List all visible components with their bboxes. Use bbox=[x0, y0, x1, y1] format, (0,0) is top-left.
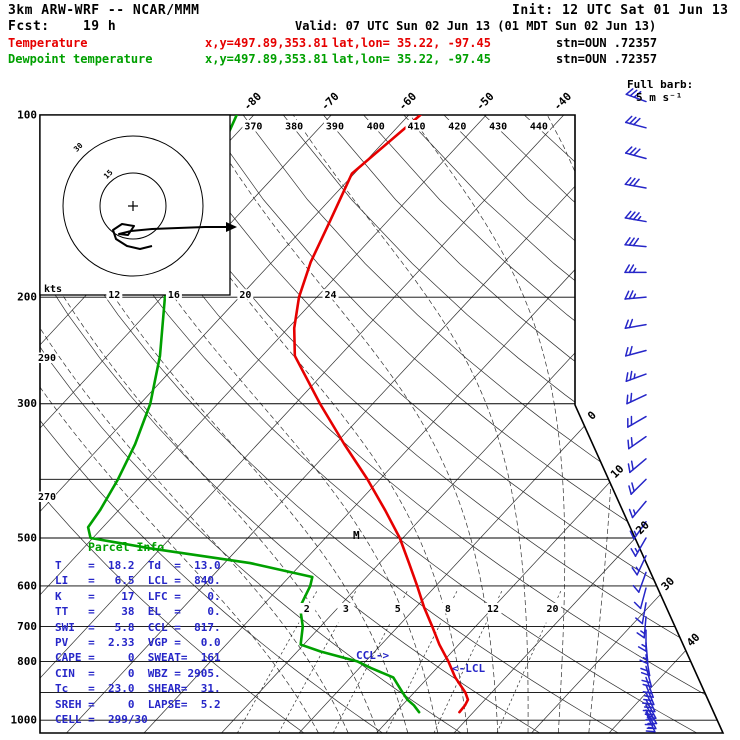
temperature-xy: x,y=497.89,353.81 bbox=[205, 36, 328, 50]
temperature-stn: stn=OUN .72357 bbox=[556, 36, 658, 50]
mixing-ratio-lines bbox=[237, 590, 562, 733]
parcel-info-title: Parcel Info bbox=[88, 540, 165, 554]
dewpoint-curve bbox=[86, 115, 421, 714]
dry-adiabat-label: 410 bbox=[408, 122, 426, 133]
dry-adiabat-label: 380 bbox=[285, 122, 303, 133]
isotherm-label-top: -40 bbox=[551, 90, 574, 113]
dry-adiabat-label: 420 bbox=[448, 122, 466, 133]
parcel-info-line: CIN = 0 WBZ = 2905. bbox=[55, 666, 221, 680]
hodograph-trace bbox=[112, 223, 227, 250]
isotherm-label-edge: 40 bbox=[684, 631, 703, 650]
mixing-ratio-label: 20 bbox=[546, 604, 558, 615]
m-annotation: M bbox=[353, 529, 360, 542]
pressure-label: 500 bbox=[17, 532, 37, 545]
parcel-info-line: Tc = 23.0 SHEAR= 31. bbox=[55, 682, 221, 696]
dewpoint-latlon: lat,lon= 35.22, -97.45 bbox=[332, 52, 491, 66]
parcel-info-line: K = 17 LFC = 0. bbox=[55, 589, 221, 603]
pressure-label: 200 bbox=[17, 291, 37, 304]
parcel-info-line: LI = 6.5 LCL = 840. bbox=[55, 574, 221, 588]
sounding-curves bbox=[86, 115, 470, 714]
moist-adiabat-label: 20 bbox=[239, 290, 251, 301]
valid-time: Valid: 07 UTC Sun 02 Jun 13 (01 MDT Sun … bbox=[295, 19, 657, 33]
mixing-ratio-label: 8 bbox=[445, 604, 451, 615]
moist-adiabat-label: 12 bbox=[108, 290, 120, 301]
mixing-ratio-label: 3 bbox=[343, 604, 349, 615]
parcel-info-line: SWI = 5.8 CCL = 817. bbox=[55, 620, 221, 634]
isotherm-label-top: -60 bbox=[396, 90, 419, 113]
wind-barbs bbox=[624, 88, 658, 733]
ccl-annotation: CCL-> bbox=[356, 649, 390, 662]
isotherm-label-top: -80 bbox=[241, 90, 264, 113]
temperature-latlon: lat,lon= 35.22, -97.45 bbox=[332, 36, 491, 50]
background-grid bbox=[40, 115, 723, 733]
pressure-label: 300 bbox=[17, 397, 37, 410]
mixing-ratio-label: 5 bbox=[395, 604, 401, 615]
parcel-info-block: T = 18.2 Td = 13.0 LI = 6.5 LCL = 840. K =… bbox=[55, 558, 221, 727]
isotherm-label-top: -70 bbox=[318, 90, 341, 113]
parcel-info-line: PV = 2.33 VGP = 0.0 bbox=[55, 636, 221, 650]
dry-adiabat-label: 390 bbox=[326, 122, 344, 133]
init-time: Init: 12 UTC Sat 01 Jun 13 bbox=[512, 3, 729, 18]
dewpoint-legend: Dewpoint temperature bbox=[8, 52, 153, 66]
dry-adiabat-label: 400 bbox=[367, 122, 385, 133]
isotherm-label-edge: 0 bbox=[585, 409, 599, 423]
pressure-label: 800 bbox=[17, 655, 37, 668]
full-barb-label: Full barb: bbox=[627, 78, 694, 91]
dry-adiabat-label: 270 bbox=[38, 492, 56, 503]
pressure-label: 600 bbox=[17, 579, 37, 592]
pressure-label: 700 bbox=[17, 620, 37, 633]
mixing-ratio-label: 2 bbox=[304, 604, 310, 615]
full-barb-value: 5 m s⁻¹ bbox=[636, 91, 683, 104]
isotherm-label-edge: 10 bbox=[608, 462, 627, 481]
moist-adiabat-label: 24 bbox=[325, 290, 337, 301]
model-title: 3km ARW-WRF -- NCAR/MMM bbox=[8, 3, 200, 18]
parcel-info-line: CELL = 299/30 bbox=[55, 713, 148, 727]
temperature-legend: Temperature bbox=[8, 36, 88, 50]
parcel-info-line: TT = 38 EL = 0. bbox=[55, 605, 221, 619]
hodograph-units-label: kts bbox=[44, 284, 62, 295]
hodograph-arrow bbox=[226, 222, 237, 232]
fcst-time: Fcst: 19 h bbox=[8, 19, 117, 34]
plot-border bbox=[39, 114, 725, 734]
parcel-info-line: SREH = 0 LAPSE= 5.2 bbox=[55, 697, 221, 711]
lcl-annotation: <-LCL bbox=[452, 662, 486, 675]
isotherm-label-top: -50 bbox=[473, 90, 496, 113]
pressure-label: 100 bbox=[17, 109, 37, 122]
dry-adiabat-label: 290 bbox=[38, 353, 56, 364]
temperature-curve bbox=[292, 115, 470, 714]
mixing-ratio-label: 12 bbox=[487, 604, 499, 615]
dewpoint-stn: stn=OUN .72357 bbox=[556, 52, 658, 66]
dewpoint-xy: x,y=497.89,353.81 bbox=[205, 52, 328, 66]
dry-adiabat-label: 440 bbox=[530, 122, 548, 133]
parcel-info-line: CAPE = 0 SWEAT= 161 bbox=[55, 651, 221, 665]
isotherm-label-edge: 30 bbox=[659, 575, 678, 594]
dry-adiabat-label: 370 bbox=[244, 122, 262, 133]
moist-adiabat-label: 16 bbox=[168, 290, 180, 301]
pressure-label: 1000 bbox=[11, 714, 38, 727]
parcel-info-line: T = 18.2 Td = 13.0 bbox=[55, 559, 221, 572]
dry-adiabat-label: 430 bbox=[489, 122, 507, 133]
